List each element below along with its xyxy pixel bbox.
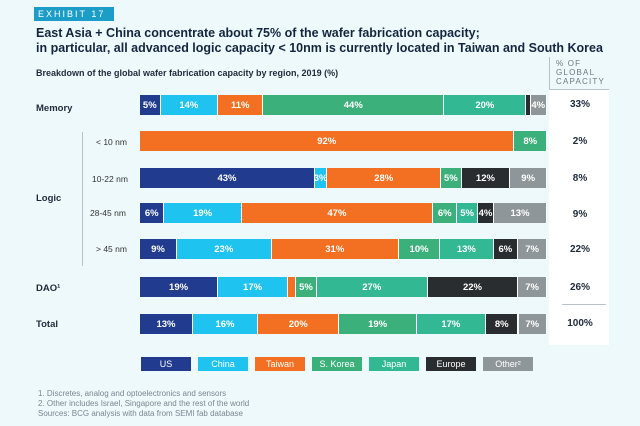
bar-segment-0-0: 5% [140,95,161,115]
bar-segment-2-0: 43% [140,168,315,188]
bar-segment-2-3: 5% [441,168,462,188]
bar-segment-6-4: 17% [416,314,486,334]
bar-segment-4-0: 9% [140,239,177,259]
global-share-5: 26% [569,282,590,293]
row-label-total: Total [36,319,58,330]
bar-segment-5-4: 27% [316,277,428,297]
bar-segment-2-5: 12% [461,168,511,188]
legend-item-2: Taiwan [255,357,305,371]
bar-segment-1-2: 92% [140,131,515,151]
footnote-2: 2. Other includes Israel, Singapore and … [38,399,250,408]
bar-segment-0-1: 14% [160,95,219,115]
bar-segment-6-2: 20% [258,314,340,334]
bar-segment-6-5: 8% [485,314,519,334]
legend-item-5: Europe [426,357,476,371]
row-label-dao: DAO¹ [36,283,61,294]
bar-segment-6-1: 16% [192,314,259,334]
global-share-3: 9% [572,209,588,220]
legend-item-6: Other² [483,357,533,371]
bar-segment-5-0: 19% [140,277,219,297]
legend-item-3: S. Korea [312,357,362,371]
chart-subtitle: Breakdown of the global wafer fabricatio… [36,68,339,78]
chart-title: East Asia + China concentrate about 75% … [36,26,603,56]
global-share-header: % OF GLOBAL CAPACITY [549,57,609,90]
exhibit-tag: EXHIBIT 17 [34,7,114,21]
bar-segment-3-3: 6% [433,203,458,223]
row-label-gt45: > 45 nm [96,244,127,254]
bar-segment-2-1: 3% [315,168,328,188]
title-line-1: East Asia + China concentrate about 75% … [36,26,480,40]
bar-segment-4-5: 6% [493,239,519,259]
total-divider [562,304,606,305]
row-label-lt10: < 10 nm [96,137,127,147]
bar-segment-5-3: 5% [296,277,317,297]
bar-segment-0-3: 44% [263,95,445,115]
logic-bracket [82,132,83,266]
row-label-logic: Logic [36,193,62,204]
global-share-0: 33% [569,99,590,110]
bar-segment-5-2 [288,277,297,297]
row-label-memory: Memory [36,103,73,114]
bar-segment-5-6: 7% [518,277,547,297]
legend-item-1: China [198,357,248,371]
bar-segment-3-6: 13% [494,203,547,223]
bar-segment-4-1: 23% [177,239,272,259]
title-line-2: in particular, all advanced logic capaci… [36,41,603,55]
global-share-4: 22% [569,244,590,255]
bar-segment-0-5 [526,95,531,115]
legend-item-0: US [141,357,191,371]
bar-segment-4-4: 13% [440,239,494,259]
bar-segment-5-1: 17% [218,277,288,297]
sources-note: Sources: BCG analysis with data from SEM… [38,409,243,418]
bar-segment-4-6: 7% [518,239,547,259]
bar-segment-3-4: 5% [457,203,478,223]
bar-segment-3-0: 6% [140,203,165,223]
footnote-1: 1. Discretes, analog and optoelectronics… [38,389,227,398]
bar-segment-3-5: 4% [477,203,495,223]
bar-segment-6-3: 19% [339,314,417,334]
bar-segment-2-2: 28% [327,168,442,188]
bar-segment-3-2: 47% [241,203,434,223]
bar-segment-0-4: 20% [444,95,527,115]
global-share-2: 8% [572,173,588,184]
bar-segment-0-2: 11% [218,95,264,115]
global-share-1: 2% [572,136,588,147]
bar-segment-6-0: 13% [140,314,193,334]
bar-segment-4-3: 10% [399,239,441,259]
row-label-28-45: 28-45 nm [90,208,126,218]
bar-segment-2-6: 9% [510,168,547,188]
legend-item-4: Japan [369,357,419,371]
global-share-6: 100% [567,318,593,329]
bar-segment-4-2: 31% [271,239,399,259]
row-label-10-22: 10-22 nm [92,174,128,184]
bar-segment-1-3: 8% [514,131,547,151]
bar-segment-3-1: 19% [164,203,242,223]
bar-segment-0-6: 4% [530,95,547,115]
bar-segment-5-5: 22% [427,277,519,297]
bar-segment-6-6: 7% [518,314,547,334]
global-share-column [549,90,609,345]
